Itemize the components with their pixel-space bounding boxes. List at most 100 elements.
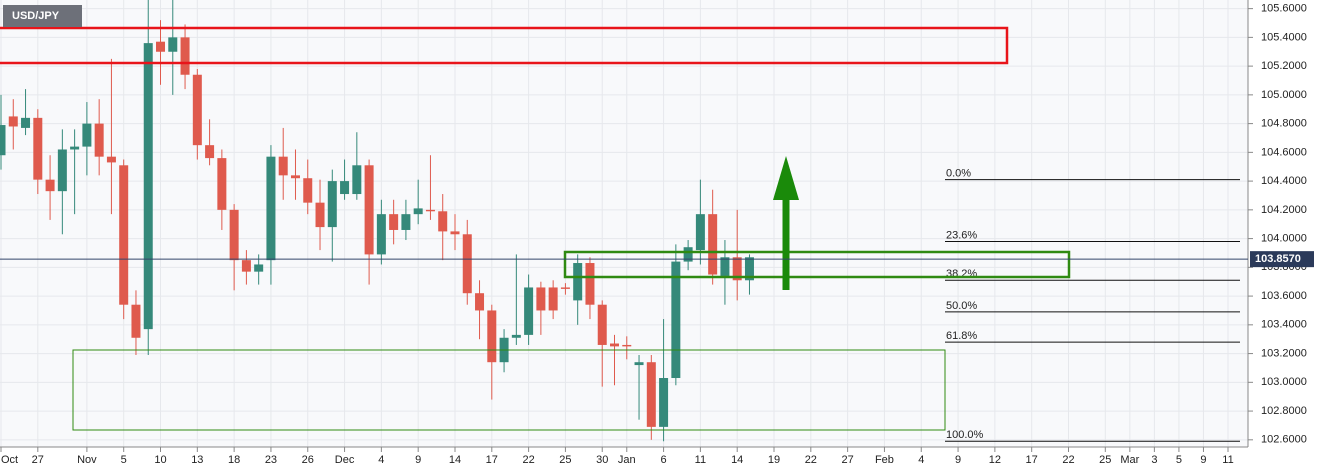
support-box xyxy=(72,349,946,431)
candle-body xyxy=(229,209,239,261)
candle-body xyxy=(438,211,448,232)
candle-body xyxy=(266,156,276,261)
fib-label: 100.0% xyxy=(946,429,984,441)
candle-body xyxy=(659,378,669,427)
candle-body xyxy=(425,209,435,212)
candle-body xyxy=(94,123,104,157)
candle-body xyxy=(180,37,190,75)
x-tick-label: 25 xyxy=(1099,454,1111,466)
x-tick-label: Oct xyxy=(1,454,18,466)
symbol-label: USD/JPY xyxy=(12,10,60,22)
candle-body xyxy=(57,149,67,192)
candle-body xyxy=(21,117,31,128)
x-tick-label: 17 xyxy=(1026,454,1038,466)
y-tick-label: 103.2000 xyxy=(1261,347,1307,359)
y-tick-label: 104.8000 xyxy=(1261,118,1307,130)
candle-body xyxy=(487,310,497,363)
candle-body xyxy=(82,123,92,147)
candle-body xyxy=(413,208,423,215)
candle-body xyxy=(217,158,227,210)
candle-body xyxy=(143,43,153,330)
candle-body xyxy=(622,344,632,347)
x-tick-label: Nov xyxy=(77,454,97,466)
candle-body xyxy=(744,257,754,281)
candle-body xyxy=(205,145,215,159)
x-tick-label: 11 xyxy=(1222,454,1233,466)
x-tick-label: 17 xyxy=(486,454,498,466)
y-tick-label: 104.6000 xyxy=(1261,146,1307,158)
y-tick-label: 102.6000 xyxy=(1261,434,1307,446)
candle-body xyxy=(340,181,350,195)
candle-body xyxy=(548,287,558,311)
y-tick-label: 104.2000 xyxy=(1261,204,1307,216)
candle-body xyxy=(45,179,55,192)
fib-label: 61.8% xyxy=(946,330,977,342)
candle-body xyxy=(683,247,693,262)
candle-body xyxy=(634,362,644,366)
candle-body xyxy=(70,146,80,150)
x-tick-label: 13 xyxy=(191,454,203,466)
last-price-label: 103.8570 xyxy=(1255,253,1301,265)
x-tick-label: 4 xyxy=(918,454,924,466)
x-tick-label: 5 xyxy=(121,454,127,466)
y-tick-label: 105.6000 xyxy=(1261,3,1307,15)
candle-body xyxy=(597,304,607,345)
candle-body xyxy=(610,343,619,347)
x-tick-label: 23 xyxy=(265,454,277,466)
candles xyxy=(0,0,754,442)
candle-body xyxy=(720,257,730,276)
symbol-box xyxy=(3,5,82,27)
range-box xyxy=(563,250,1071,279)
x-tick-label: 11 xyxy=(695,454,706,466)
x-tick-label: 5 xyxy=(1176,454,1182,466)
candle-body xyxy=(695,214,705,251)
x-tick-label: 6 xyxy=(661,454,667,466)
candle-body xyxy=(106,156,116,163)
x-tick-label: 3 xyxy=(1151,454,1157,466)
y-tick-label: 102.8000 xyxy=(1261,405,1307,417)
x-tick-label: 9 xyxy=(955,454,961,466)
plot-area xyxy=(0,0,1248,447)
x-tick-label: Jan xyxy=(618,454,636,466)
candle-body xyxy=(364,165,374,255)
candle-body xyxy=(254,264,264,272)
candle-body xyxy=(708,214,718,275)
x-tick-label: 26 xyxy=(302,454,314,466)
candle-body xyxy=(303,178,313,203)
y-tick-label: 105.4000 xyxy=(1261,31,1307,43)
candle-body xyxy=(560,287,570,289)
candle-body xyxy=(156,41,166,52)
x-tick-label: 19 xyxy=(768,454,780,466)
y-tick-label: 104.0000 xyxy=(1261,232,1307,244)
candle-body xyxy=(524,287,534,335)
candle-body xyxy=(8,116,18,127)
candle-body xyxy=(241,260,251,272)
x-tick-label: 4 xyxy=(378,454,384,466)
x-tick-label: 30 xyxy=(596,454,608,466)
candle-body xyxy=(315,202,325,228)
y-tick-label: 103.0000 xyxy=(1261,376,1307,388)
y-tick-label: 105.2000 xyxy=(1261,60,1307,72)
candle-body xyxy=(192,74,202,146)
candle-body xyxy=(376,214,386,255)
y-tick-label: 103.6000 xyxy=(1261,290,1307,302)
fib-label: 23.6% xyxy=(946,229,977,241)
candle-body xyxy=(33,117,43,180)
candle-body xyxy=(119,165,129,305)
fib-label: 50.0% xyxy=(946,300,977,312)
fib-label: 38.2% xyxy=(946,268,977,280)
y-tick-label: 105.0000 xyxy=(1261,89,1307,101)
last-price-box xyxy=(1250,251,1314,268)
y-tick-label: 104.4000 xyxy=(1261,175,1307,187)
x-tick-label: 9 xyxy=(415,454,421,466)
candle-body xyxy=(585,263,595,305)
x-tick-label: 27 xyxy=(32,454,44,466)
candle-body xyxy=(732,257,742,281)
x-tick-label: 22 xyxy=(1062,454,1074,466)
resistance-box xyxy=(0,26,1009,65)
candle-body xyxy=(573,263,583,301)
candle-body xyxy=(536,287,546,311)
x-tick-label: 18 xyxy=(228,454,240,466)
